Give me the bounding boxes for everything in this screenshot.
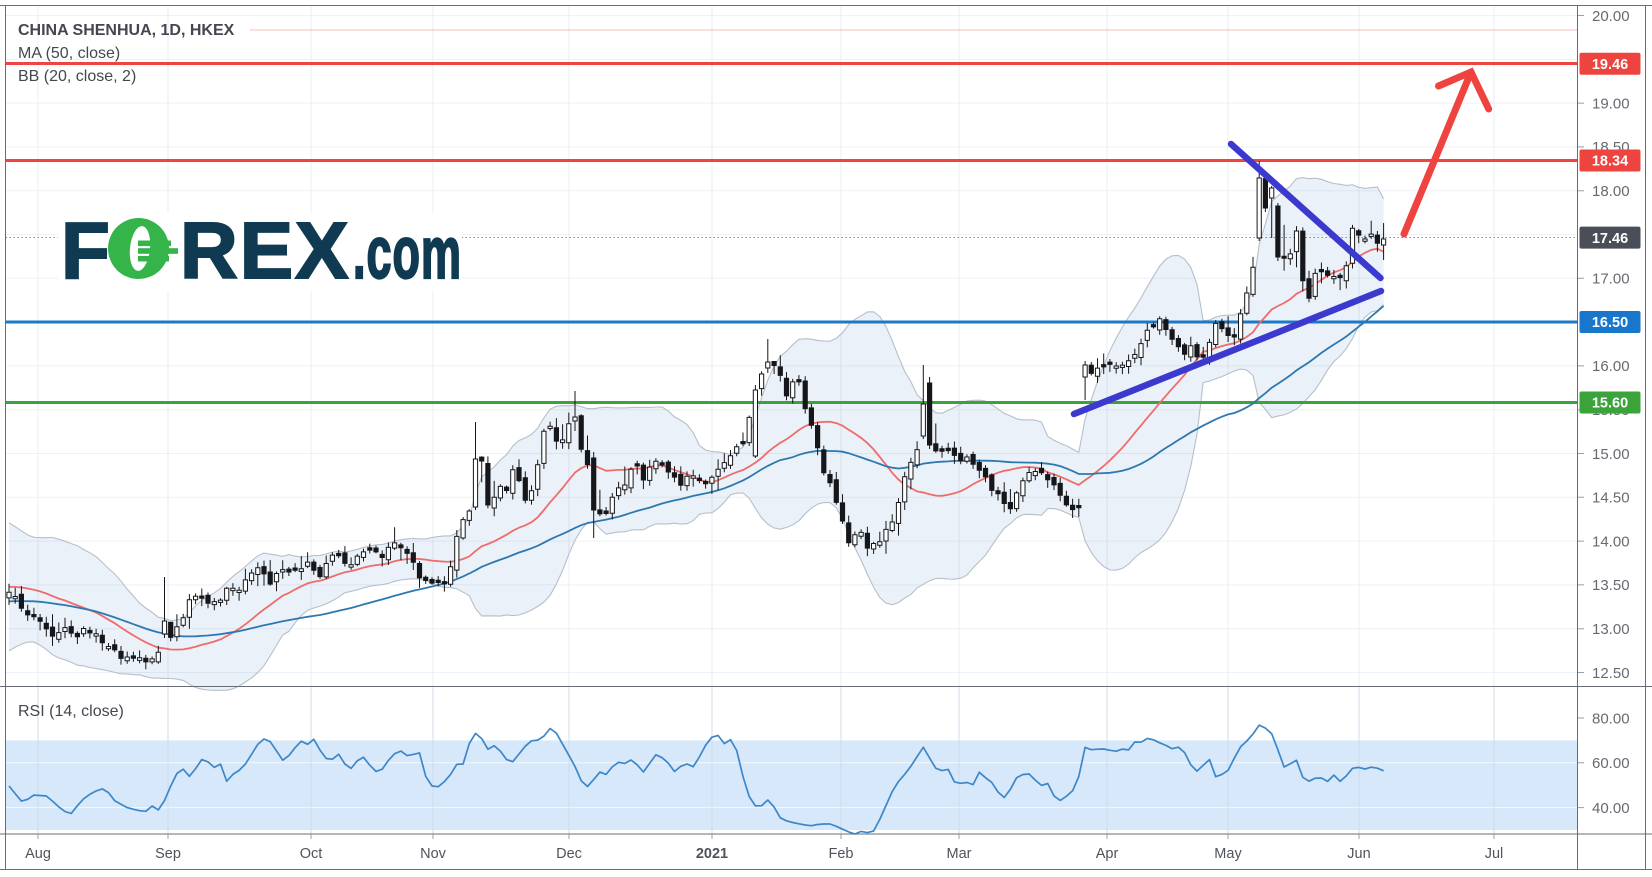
- svg-text:Apr: Apr: [1096, 846, 1119, 862]
- svg-text:15.60: 15.60: [1592, 396, 1628, 412]
- svg-text:Jun: Jun: [1347, 846, 1370, 862]
- svg-text:RSI (14, close): RSI (14, close): [18, 703, 124, 720]
- svg-text:Dec: Dec: [556, 846, 582, 862]
- svg-text:Oct: Oct: [300, 846, 323, 862]
- svg-text:80.00: 80.00: [1592, 710, 1630, 727]
- svg-text:19.00: 19.00: [1592, 95, 1630, 112]
- svg-text:14.00: 14.00: [1592, 533, 1630, 550]
- svg-text:12.50: 12.50: [1592, 665, 1630, 682]
- svg-text:Aug: Aug: [25, 846, 51, 862]
- svg-text:20.00: 20.00: [1592, 8, 1630, 25]
- svg-text:Jul: Jul: [1485, 846, 1504, 862]
- svg-text:REX: REX: [180, 206, 351, 295]
- svg-text:14.50: 14.50: [1592, 490, 1630, 507]
- svg-text:15.00: 15.00: [1592, 446, 1630, 463]
- svg-text:Nov: Nov: [420, 846, 447, 862]
- svg-text:16.50: 16.50: [1592, 315, 1628, 331]
- svg-text:2021: 2021: [696, 846, 728, 862]
- svg-text:18.00: 18.00: [1592, 183, 1630, 200]
- svg-text:13.50: 13.50: [1592, 577, 1630, 594]
- svg-text:BB (20, close, 2): BB (20, close, 2): [18, 68, 136, 85]
- svg-text:F: F: [61, 206, 110, 295]
- svg-text:Sep: Sep: [155, 846, 181, 862]
- svg-text:18.34: 18.34: [1592, 154, 1628, 170]
- svg-text:40.00: 40.00: [1592, 800, 1630, 817]
- svg-text:CHINA SHENHUA, 1D, HKEX: CHINA SHENHUA, 1D, HKEX: [18, 22, 235, 39]
- svg-text:60.00: 60.00: [1592, 755, 1630, 772]
- svg-text:Mar: Mar: [947, 846, 972, 862]
- svg-text:16.00: 16.00: [1592, 358, 1630, 375]
- svg-text:13.00: 13.00: [1592, 621, 1630, 638]
- svg-text:17.00: 17.00: [1592, 271, 1630, 288]
- svg-text:17.46: 17.46: [1592, 231, 1628, 247]
- svg-text:.com: .com: [353, 212, 462, 294]
- svg-text:MA (50, close): MA (50, close): [18, 45, 120, 62]
- svg-text:May: May: [1214, 846, 1242, 862]
- svg-text:Feb: Feb: [829, 846, 854, 862]
- svg-text:19.46: 19.46: [1592, 57, 1628, 73]
